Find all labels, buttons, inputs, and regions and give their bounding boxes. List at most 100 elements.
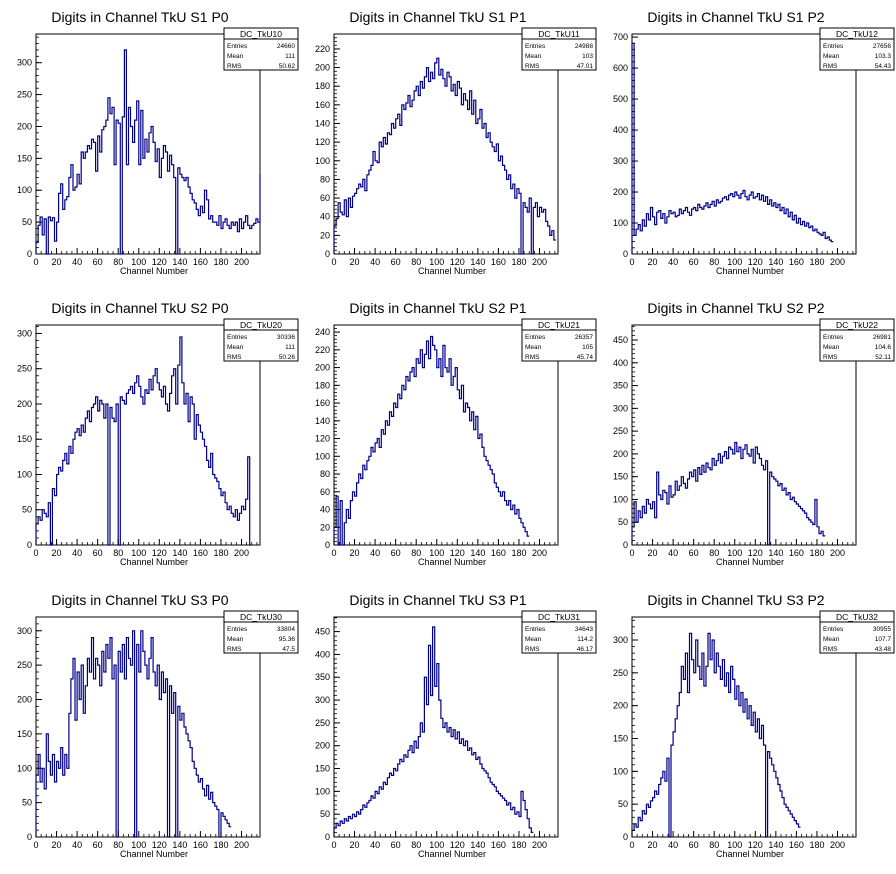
y-tick-label: 220	[315, 345, 330, 355]
x-tick-label: 0	[33, 548, 38, 558]
stats-entries-value: 34643	[575, 626, 593, 633]
y-tick-label: 400	[613, 125, 628, 135]
y-tick-label: 300	[613, 156, 628, 166]
stats-rms-label: RMS	[823, 354, 838, 361]
stats-box	[819, 27, 895, 71]
x-tick-label: 40	[72, 548, 82, 558]
x-tick-label: 160	[789, 548, 804, 558]
stats-box	[521, 318, 597, 362]
x-tick-label: 140	[470, 840, 485, 850]
x-tick-label: 200	[234, 548, 249, 558]
x-tick-label: 120	[152, 548, 167, 558]
x-tick-label: 40	[370, 257, 380, 267]
x-axis-label: Channel Number	[716, 266, 784, 276]
stats-mean-value: 104.6	[875, 344, 892, 351]
x-tick-label: 140	[470, 257, 485, 267]
x-tick-label: 0	[629, 548, 634, 558]
stats-mean-value: 103	[582, 53, 593, 60]
chart-title: Digits in Channel TkU S1 P2	[647, 9, 824, 25]
y-tick-label: 140	[315, 416, 330, 426]
stats-entries-label: Entries	[823, 43, 844, 50]
x-tick-label: 200	[234, 257, 249, 267]
plot-frame	[333, 616, 559, 838]
stats-entries-value: 24988	[575, 43, 593, 50]
x-tick-label: 80	[709, 548, 719, 558]
histogram-panel: Digits in Channel TkU S3 P2 0 20 40 60 80 100 1…	[613, 592, 895, 859]
y-tick-label: 240	[315, 327, 330, 337]
stats-name: DC_TkU22	[836, 320, 878, 330]
histogram-panel: Digits in Channel TkU S3 P1 0 20 40 60 80 100 1…	[315, 592, 597, 859]
chart-title: Digits in Channel TkU S3 P1	[349, 592, 526, 608]
stats-rms-label: RMS	[525, 646, 540, 653]
x-tick-label: 100	[429, 548, 444, 558]
x-axis-label: Channel Number	[418, 557, 486, 567]
x-tick-label: 40	[72, 840, 82, 850]
stats-mean-label: Mean	[823, 344, 840, 351]
x-tick-label: 80	[113, 840, 123, 850]
y-tick-label: 100	[17, 185, 32, 195]
x-tick-label: 40	[668, 257, 678, 267]
stats-name: DC_TkU31	[538, 612, 580, 622]
stats-rms-value: 46.17	[577, 646, 594, 653]
stats-entries-label: Entries	[823, 626, 844, 633]
stats-mean-value: 95.36	[279, 636, 296, 643]
y-tick-label: 100	[613, 766, 628, 776]
y-tick-label-zero: 0	[27, 249, 32, 259]
histogram-panel: Digits in Channel TkU S3 P0 0 20 40 60 80 100 1…	[17, 592, 299, 859]
stats-mean-label: Mean	[227, 53, 244, 60]
y-tick-label: 450	[613, 335, 628, 345]
stats-rms-value: 54.43	[875, 63, 892, 70]
y-tick-label: 300	[613, 403, 628, 413]
y-tick-label: 50	[22, 217, 32, 227]
chart-title: Digits in Channel TkU S2 P1	[349, 300, 526, 316]
x-axis-label: Channel Number	[716, 557, 784, 567]
y-tick-label-zero: 0	[27, 540, 32, 550]
stats-entries-value: 33804	[277, 626, 295, 633]
histogram-line	[35, 336, 252, 546]
x-tick-label: 80	[411, 548, 421, 558]
y-tick-label: 80	[320, 469, 330, 479]
y-tick-label: 180	[315, 380, 330, 390]
y-tick-label: 180	[315, 81, 330, 91]
y-tick-label: 200	[613, 187, 628, 197]
x-tick-label: 180	[809, 840, 824, 850]
histogram-panel: Digits in Channel TkU S2 P0 0 20 40 60 80 100 1…	[17, 300, 299, 567]
stats-box	[521, 610, 597, 654]
y-tick-label: 200	[17, 121, 32, 131]
y-tick-label: 200	[17, 399, 32, 409]
y-tick-label-zero: 0	[27, 832, 32, 842]
x-tick-label: 160	[491, 840, 506, 850]
y-tick-label: 50	[22, 798, 32, 808]
y-tick-label: 450	[315, 627, 330, 637]
stats-entries-label: Entries	[227, 43, 248, 50]
x-tick-label: 120	[450, 548, 465, 558]
x-tick-label: 20	[350, 548, 360, 558]
y-tick-label: 140	[315, 118, 330, 128]
x-tick-label: 120	[450, 257, 465, 267]
y-tick-label: 40	[320, 212, 330, 222]
x-tick-label: 160	[491, 257, 506, 267]
x-tick-label: 20	[648, 548, 658, 558]
stats-name: DC_TkU21	[538, 320, 580, 330]
stats-rms-value: 47.01	[577, 63, 594, 70]
chart-title: Digits in Channel TkU S3 P0	[51, 592, 228, 608]
histogram-panel: Digits in Channel TkU S2 P1 0 20 40 60 80 100 1…	[315, 300, 597, 567]
y-tick-label: 20	[320, 522, 330, 532]
stats-rms-label: RMS	[227, 354, 242, 361]
y-tick-label: 500	[613, 94, 628, 104]
x-tick-label: 80	[709, 257, 719, 267]
x-tick-label: 200	[234, 840, 249, 850]
stats-rms-value: 52.11	[875, 354, 891, 361]
y-tick-label: 150	[17, 729, 32, 739]
x-tick-label: 0	[331, 548, 336, 558]
y-tick-label: 100	[315, 451, 330, 461]
x-tick-label: 180	[511, 840, 526, 850]
y-tick-label: 150	[17, 153, 32, 163]
y-tick-label-zero: 0	[623, 540, 628, 550]
x-tick-label: 200	[532, 257, 547, 267]
y-tick-label: 250	[315, 718, 330, 728]
stats-name: DC_TkU32	[836, 612, 878, 622]
y-tick-label: 600	[613, 63, 628, 73]
x-tick-label: 100	[727, 257, 742, 267]
y-tick-label: 60	[320, 487, 330, 497]
